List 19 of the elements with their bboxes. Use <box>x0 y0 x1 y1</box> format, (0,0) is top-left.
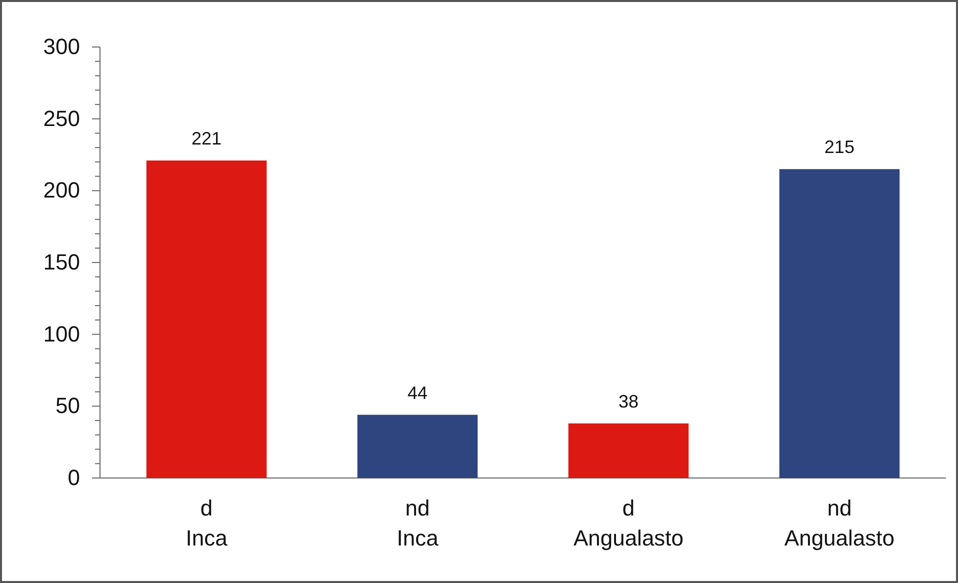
y-tick-label: 150 <box>43 250 80 275</box>
y-tick-label: 0 <box>68 465 80 490</box>
y-tick-label: 100 <box>43 321 80 346</box>
bar <box>357 414 478 478</box>
y-tick-label: 50 <box>56 393 80 418</box>
data-label: 44 <box>408 382 428 403</box>
y-tick-label: 300 <box>43 34 80 60</box>
data-label: 38 <box>618 391 638 412</box>
x-tick-label: nd Angualasto <box>784 496 895 550</box>
x-tick-label: nd Inca <box>396 496 440 550</box>
bar <box>146 160 267 478</box>
y-tick-label: 200 <box>43 178 80 203</box>
bar <box>568 423 689 478</box>
y-tick-label: 250 <box>43 106 80 131</box>
data-label: 215 <box>824 137 854 158</box>
x-tick-label: d Inca <box>186 496 228 550</box>
x-tick-label: d Angualasto <box>573 496 684 550</box>
data-label: 221 <box>192 128 222 148</box>
bar <box>779 169 900 478</box>
